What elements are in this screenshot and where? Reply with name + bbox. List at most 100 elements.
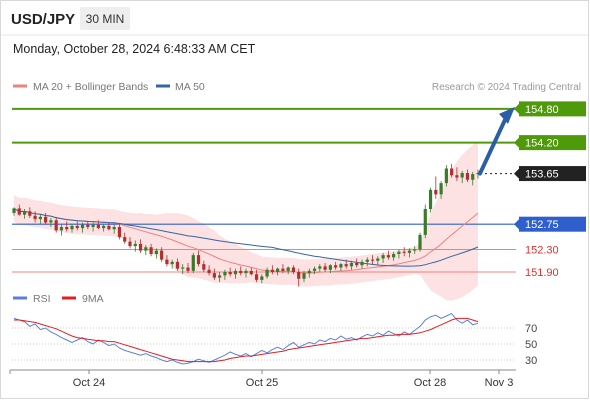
rsi-tick-label-2: 30 — [525, 355, 537, 367]
level-label-3: 152.75 — [525, 219, 559, 231]
candle-body-50 — [276, 268, 280, 272]
forecast-arrow-shaft — [478, 117, 507, 176]
candle-body-3 — [28, 211, 32, 216]
candle-body-63 — [344, 264, 348, 267]
candle-body-52 — [286, 267, 290, 271]
candle-body-82 — [444, 168, 448, 184]
candle-body-66 — [360, 261, 364, 266]
candle-body-68 — [370, 259, 375, 261]
level-label-4: 152.30 — [525, 245, 559, 257]
candle-body-7 — [49, 220, 53, 223]
candle-body-2 — [22, 211, 27, 215]
candle-body-60 — [328, 265, 332, 270]
level-tag-3 — [519, 216, 586, 232]
ma9-legend-label: 9MA — [82, 293, 104, 305]
candle-body-78 — [423, 209, 427, 235]
candle-body-49 — [270, 269, 274, 272]
level-tag-pointer-0 — [514, 103, 519, 114]
candle-body-31 — [175, 261, 180, 269]
candle-body-84 — [455, 175, 459, 178]
symbol-title: USD/JPY — [11, 11, 75, 28]
candle-body-41 — [228, 272, 232, 275]
rsi-tick-label-0: 70 — [525, 323, 537, 335]
ma20-legend-label: MA 20 + Bollinger Bands — [33, 81, 148, 93]
candle-body-42 — [233, 270, 238, 275]
candle-body-70 — [381, 255, 385, 259]
candle-body-8 — [54, 220, 58, 231]
level-tag-pointer-3 — [514, 219, 519, 230]
candle-body-69 — [376, 258, 380, 261]
candle-body-35 — [196, 255, 201, 265]
candle-body-15 — [91, 224, 95, 227]
candle-body-77 — [418, 234, 422, 250]
candle-body-55 — [302, 273, 306, 279]
candle-body-86 — [465, 173, 470, 180]
candle-body-1 — [17, 208, 21, 215]
candle-body-59 — [323, 266, 327, 270]
candle-body-43 — [239, 270, 243, 274]
candle-body-24 — [138, 243, 143, 251]
candle-body-19 — [112, 227, 116, 230]
candle-body-81 — [439, 183, 443, 195]
candle-body-74 — [402, 251, 406, 253]
candle-body-10 — [65, 227, 69, 230]
candle-body-37 — [207, 269, 211, 274]
ma50-line — [13, 207, 479, 267]
candle-body-5 — [38, 216, 42, 220]
x-tick-label-0: Oct 24 — [73, 377, 105, 389]
candle-body-72 — [392, 254, 396, 258]
candle-body-57 — [312, 268, 317, 271]
level-tag-0 — [519, 101, 586, 117]
candle-body-21 — [123, 237, 127, 242]
x-tick-label-3: Nov 3 — [485, 377, 514, 389]
ma50-legend-label: MA 50 — [175, 81, 205, 93]
candle-body-75 — [407, 250, 412, 253]
candle-body-85 — [460, 173, 464, 178]
forecast-arrow-head — [499, 106, 515, 124]
candle-body-16 — [96, 224, 100, 229]
candle-body-39 — [218, 275, 222, 278]
candle-body-32 — [181, 267, 185, 269]
candle-body-0 — [12, 208, 16, 213]
candle-body-18 — [107, 225, 111, 230]
x-tick-label-2: Oct 28 — [414, 377, 446, 389]
candle-body-9 — [59, 227, 64, 231]
candle-body-36 — [202, 264, 206, 270]
candle-body-27 — [154, 250, 158, 254]
x-tick-label-1: Oct 25 — [246, 377, 278, 389]
candle-body-33 — [186, 267, 190, 271]
timeframe-badge[interactable] — [80, 7, 130, 30]
candle-body-62 — [339, 264, 343, 268]
candle-body-13 — [80, 224, 85, 229]
candle-body-23 — [133, 243, 137, 247]
candle-body-12 — [75, 225, 79, 229]
candle-body-65 — [355, 263, 359, 266]
candle-body-48 — [265, 269, 269, 277]
candle-body-67 — [365, 259, 369, 262]
candle-body-54 — [297, 272, 301, 279]
level-tag-pointer-2 — [514, 168, 519, 179]
candle-body-71 — [386, 255, 390, 258]
level-tag-pointer-1 — [514, 137, 519, 148]
candle-body-17 — [102, 225, 106, 229]
candle-body-34 — [191, 255, 195, 271]
candle-body-80 — [434, 189, 438, 195]
candle-body-58 — [318, 266, 322, 269]
level-label-1: 154.20 — [525, 138, 559, 150]
candle-body-53 — [291, 267, 296, 272]
candle-body-83 — [450, 168, 454, 176]
candle-body-20 — [117, 227, 122, 238]
level-tag-1 — [519, 135, 586, 151]
candle-body-46 — [254, 274, 259, 280]
candle-body-6 — [44, 216, 48, 223]
candle-body-4 — [33, 215, 37, 220]
candle-body-22 — [128, 241, 132, 247]
attribution: Research © 2024 Trading Central — [432, 82, 581, 93]
rsi-tick-label-1: 50 — [525, 339, 537, 351]
level-label-5: 151.90 — [525, 267, 559, 279]
candle-body-64 — [349, 263, 354, 267]
candle-body-87 — [471, 174, 475, 180]
candle-body-28 — [160, 250, 164, 260]
